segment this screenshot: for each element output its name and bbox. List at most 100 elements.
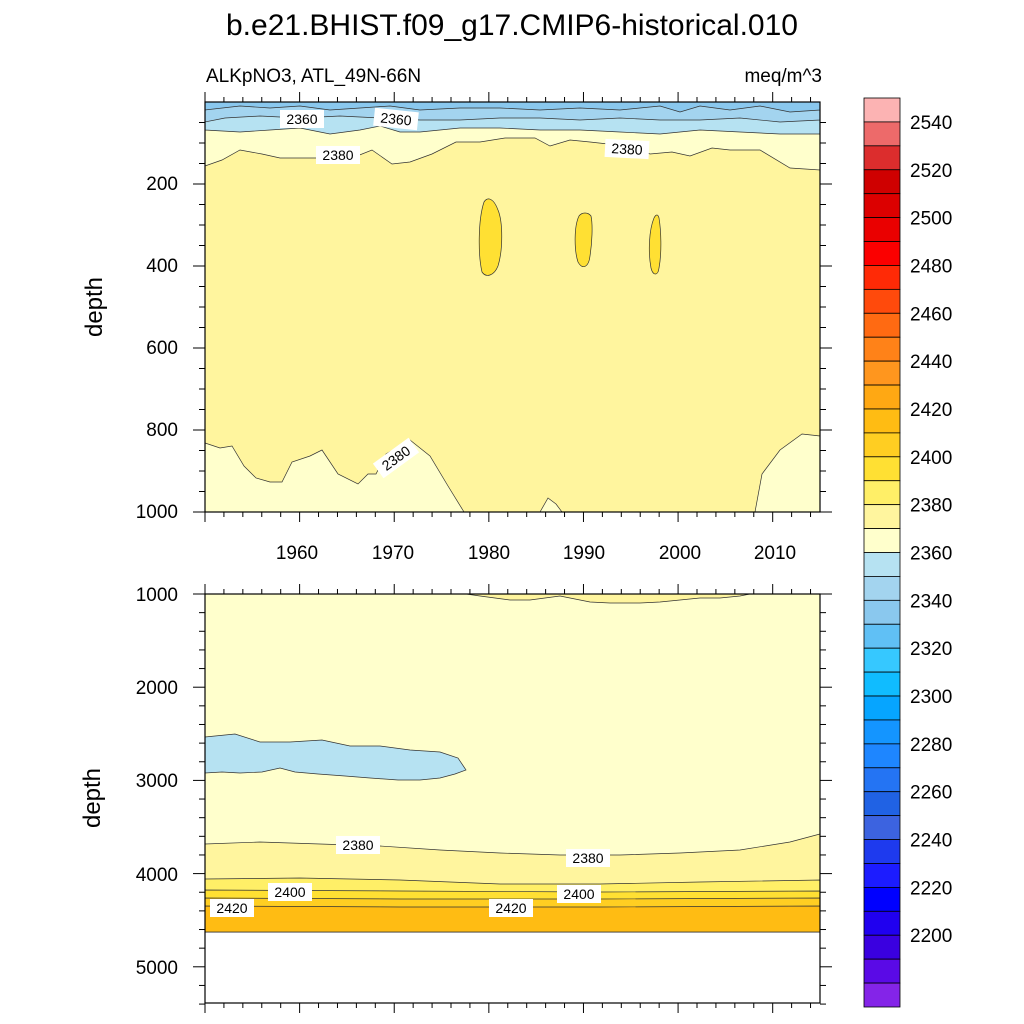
y-tick-label: 800 (146, 420, 178, 441)
colorbar-swatch (863, 695, 901, 721)
colorbar (863, 97, 901, 1008)
colorbar-swatch (863, 671, 901, 697)
contour-label: 2380 (342, 837, 373, 853)
colorbar-swatch (863, 982, 901, 1008)
x-tick-label: 1990 (563, 543, 605, 564)
colorbar-label: 2300 (910, 687, 952, 708)
x-tick-label: 2010 (754, 543, 796, 564)
x-tick-label: 1960 (276, 543, 318, 564)
colorbar-swatch (863, 241, 901, 266)
contour-label: 2400 (274, 884, 305, 900)
colorbar-label: 2420 (910, 400, 952, 421)
top-y-axis-label: depth (81, 277, 108, 337)
bottom-panel-frame (204, 593, 821, 1004)
contour-label-bg (336, 836, 380, 854)
colorbar-swatch (863, 791, 901, 817)
colorbar-swatch (863, 504, 901, 529)
contour-label-bg (604, 138, 650, 160)
bottom-y-tick-labels: 1000 2000 3000 4000 5000 (136, 585, 178, 979)
colorbar-swatch (863, 288, 901, 314)
colorbar-label: 2440 (910, 352, 952, 373)
colorbar-label: 2400 (910, 448, 952, 469)
y-tick-label: 1000 (136, 502, 178, 523)
contour-label: 2360 (380, 109, 413, 128)
colorbar-swatch (863, 552, 901, 577)
colorbar-label: 2520 (910, 161, 952, 182)
colorbar-label: 2500 (910, 209, 952, 230)
colorbar-swatch (863, 384, 901, 410)
contour-label: 2380 (572, 850, 603, 866)
colorbar-swatch (863, 312, 901, 338)
colorbar-swatch (863, 336, 901, 362)
y-tick-label: 1000 (136, 585, 178, 606)
chart-title: b.e21.BHIST.f09_g17.CMIP6-historical.010 (226, 9, 798, 42)
y-tick-label: 2000 (136, 678, 178, 699)
contour-label-bg (268, 883, 312, 901)
top-panel-background (205, 102, 820, 512)
y-tick-label: 400 (146, 256, 178, 277)
bottom-top-strip-2380-2390 (465, 593, 751, 604)
colorbar-swatch (863, 193, 901, 219)
colorbar-label: 2460 (910, 304, 952, 325)
top-contour-labels: 2360 2360 2380 2380 2380 (280, 107, 650, 479)
contour-label: 2360 (286, 111, 317, 127)
colorbar-swatch (863, 863, 901, 888)
colorbar-swatch (863, 480, 901, 506)
contour-label: 2400 (563, 886, 594, 902)
colorbar-swatch (863, 217, 901, 242)
colorbar-swatch (863, 719, 901, 745)
subtitle-left: ALKpNO3, ATL_49N-66N (206, 66, 421, 87)
colorbar-labels: 2200 2220 2240 2260 2280 2300 2320 2340 2360 2380… (910, 113, 952, 947)
bottom-panel: 2380 2380 2400 2400 2420 2420 1000 2000 … (79, 584, 832, 1013)
contour-label-bg (373, 107, 419, 131)
colorbar-label: 2200 (910, 926, 952, 947)
colorbar-label: 2340 (910, 591, 952, 612)
colorbar-swatch (863, 408, 901, 434)
colorbar-label: 2380 (910, 496, 952, 517)
contour-label-bg (210, 899, 254, 917)
contour-label-bg (316, 146, 360, 164)
colorbar-label: 2260 (910, 783, 952, 804)
contour-label: 2380 (322, 147, 353, 163)
bottom-y-axis-label: depth (79, 768, 106, 828)
contour-label: 2380 (611, 140, 643, 158)
x-tick-label: 2000 (659, 543, 701, 564)
subtitle-units: meq/m^3 (744, 66, 822, 87)
x-tick-label: 1980 (468, 543, 510, 564)
colorbar-swatch (863, 934, 901, 960)
colorbar-label: 2540 (910, 113, 952, 134)
contour-label: 2420 (495, 900, 526, 916)
colorbar-swatch (863, 599, 901, 625)
colorbar-swatch (863, 145, 901, 171)
colorbar-swatch (863, 886, 901, 912)
y-tick-label: 600 (146, 338, 178, 359)
contour-label: 2420 (216, 900, 247, 916)
colorbar-swatch (863, 647, 901, 673)
contour-label-bg (372, 437, 420, 479)
colorbar-swatch (863, 265, 901, 290)
colorbar-swatch (863, 432, 901, 458)
x-tick-label: 1970 (372, 543, 414, 564)
colorbar-label: 2360 (910, 544, 952, 565)
colorbar-swatch (863, 528, 901, 553)
colorbar-swatch (863, 121, 901, 147)
colorbar-swatch (863, 97, 901, 123)
colorbar-swatch (863, 743, 901, 769)
colorbar-swatch (863, 623, 901, 649)
contour-label-bg (557, 885, 601, 903)
y-tick-label: 5000 (136, 958, 178, 979)
top-x-tick-labels: 1960 1970 1980 1990 2000 2010 (276, 543, 796, 564)
top-patch-1980 (478, 198, 503, 276)
colorbar-swatch (863, 169, 901, 195)
colorbar-swatch (863, 958, 901, 984)
colorbar-swatch (863, 360, 901, 386)
colorbar-swatch (863, 910, 901, 936)
colorbar-label: 2220 (910, 878, 952, 899)
contour-label-bg (566, 849, 610, 867)
top-patch-1990 (574, 212, 593, 268)
contour-label-bg (280, 110, 324, 128)
colorbar-label: 2480 (910, 256, 952, 277)
top-patch-1997 (648, 214, 662, 275)
colorbar-swatch (863, 815, 901, 840)
